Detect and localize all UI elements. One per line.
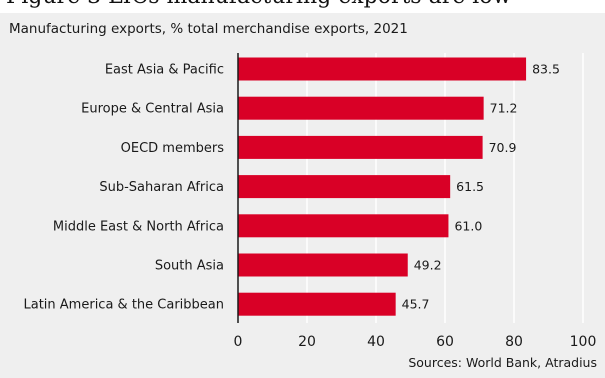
bar (238, 253, 408, 277)
x-tick-label: 80 (505, 334, 523, 350)
category-label: OECD members (121, 141, 225, 156)
data-label: 61.5 (456, 179, 484, 194)
bar (238, 175, 451, 199)
bar (238, 135, 483, 159)
category-label: Latin America & the Caribbean (24, 298, 225, 313)
data-label: 61.0 (454, 218, 482, 233)
data-label: 83.5 (532, 62, 560, 77)
category-label: Sub-Saharan Africa (99, 180, 224, 195)
category-label: Middle East & North Africa (53, 219, 224, 234)
bar (238, 214, 449, 238)
source-note: Sources: World Bank, Atradius (408, 355, 597, 370)
data-label: 70.9 (489, 140, 517, 155)
category-label: East Asia & Pacific (105, 63, 224, 78)
x-tick-label: 20 (298, 334, 316, 350)
data-label: 49.2 (414, 258, 442, 273)
data-label: 45.7 (402, 297, 430, 312)
x-tick-label: 40 (367, 334, 385, 350)
category-label: Europe & Central Asia (81, 102, 224, 117)
chart-title: Manufacturing exports, % total merchandi… (9, 21, 408, 37)
figure-heading: Figure 3 LICs manufacturing exports are … (6, 0, 605, 8)
bar (238, 96, 484, 120)
bar (238, 57, 527, 81)
x-tick-label: 0 (234, 334, 243, 350)
x-tick-label: 60 (436, 334, 454, 350)
data-label: 71.2 (490, 101, 518, 116)
category-label: South Asia (155, 259, 224, 274)
bar (238, 292, 396, 316)
x-tick-label: 100 (570, 334, 597, 350)
